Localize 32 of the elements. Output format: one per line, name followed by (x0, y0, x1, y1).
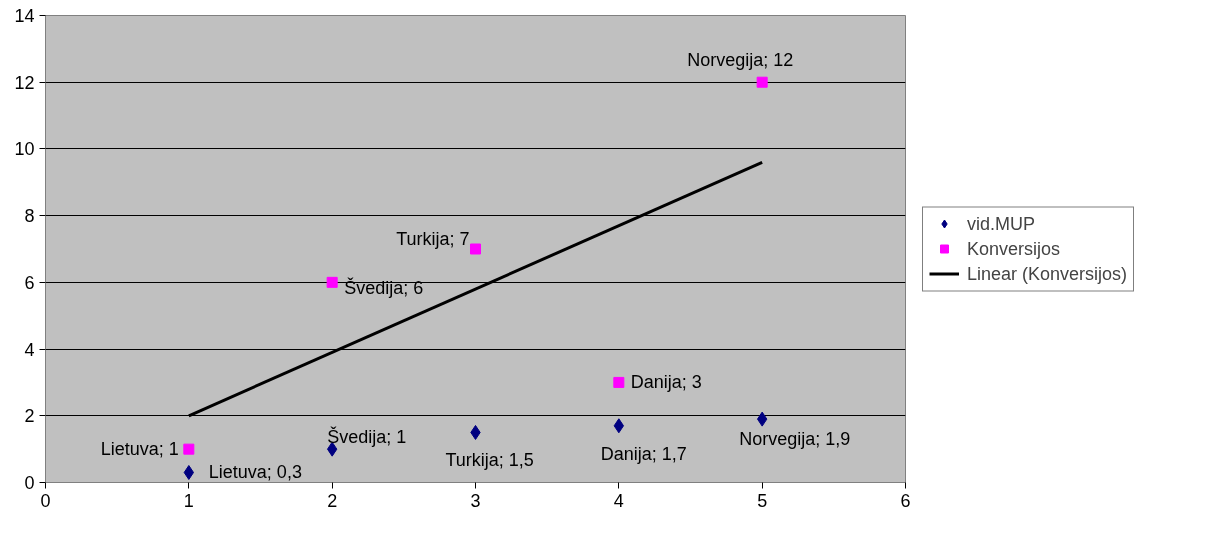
x-tick-label: 6 (900, 490, 911, 511)
point (756, 76, 768, 88)
data-label: Turkija; 1,5 (445, 450, 534, 471)
legend-label: Linear (Konversijos) (967, 263, 1128, 284)
x-tick-label: 4 (613, 490, 624, 511)
y-tick-label: 4 (24, 339, 35, 360)
point (326, 276, 338, 288)
data-label: Danija; 1,7 (600, 443, 687, 464)
point (613, 376, 625, 388)
y-tick-label: 14 (14, 6, 35, 26)
data-label: Danija; 3 (630, 372, 702, 393)
data-label: Turkija; 7 (396, 229, 470, 249)
data-label: Lietuva; 1 (100, 439, 179, 460)
data-label: Norvegija; 12 (687, 50, 794, 71)
x-tick-label: 1 (183, 490, 194, 511)
y-tick-label: 12 (14, 72, 35, 93)
point (470, 243, 481, 255)
data-label: Norvegija; 1,9 (739, 429, 851, 450)
y-tick-label: 0 (24, 473, 35, 493)
legend-label: Konversijos (967, 238, 1061, 259)
x-tick-label: 5 (757, 490, 768, 511)
point (183, 443, 195, 455)
y-tick-label: 10 (14, 139, 35, 160)
x-tick-label: 2 (327, 490, 338, 511)
data-label: Lietuva; 0,3 (208, 462, 302, 483)
y-tick-label: 6 (24, 272, 35, 293)
data-label: Švedija; 1 (327, 426, 407, 448)
legend-label: vid.MUP (967, 213, 1036, 234)
x-tick-label: 3 (470, 490, 481, 511)
y-tick-label: 8 (24, 206, 35, 227)
y-tick-label: 2 (24, 406, 35, 427)
x-tick-label: 0 (40, 490, 51, 511)
